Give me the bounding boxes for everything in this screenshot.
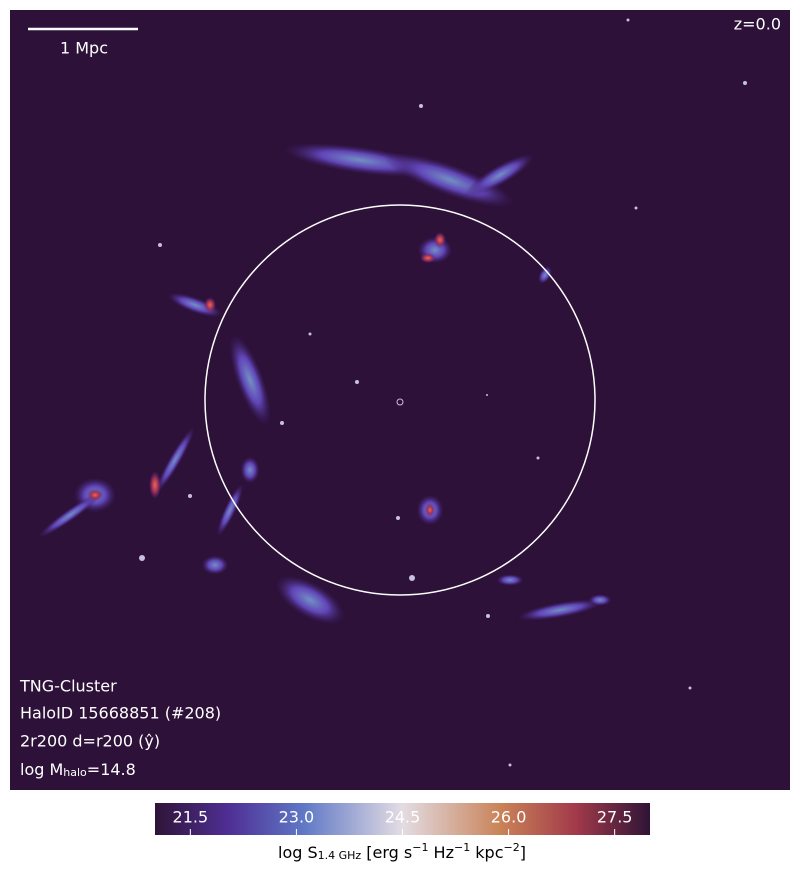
- bright-spots: [87, 232, 446, 517]
- label-part: −1: [412, 841, 428, 854]
- label-part: 1.4 GHz: [318, 849, 362, 862]
- label-part: kpc: [470, 843, 503, 862]
- point-sources: [139, 18, 747, 767]
- label-part: Hz: [428, 843, 454, 862]
- halo-label: HaloID 15668851 (#208): [20, 704, 221, 723]
- colorbar-tick-label: 23.0: [279, 808, 315, 827]
- view-label: 2r200 d=r200 (ŷ): [20, 732, 160, 751]
- redshift-label: z=0.0: [734, 15, 781, 34]
- label-part: halo: [63, 766, 87, 779]
- label-part: ]: [520, 843, 526, 862]
- colorbar-tick-label: 24.5: [385, 808, 421, 827]
- label-part: =14.8: [87, 760, 136, 779]
- scale-bar-label: 1 Mpc: [60, 39, 108, 58]
- mass-label: log Mhalo=14.8: [20, 760, 136, 780]
- colorbar-tick-label: 26.0: [491, 808, 527, 827]
- label-part: log M: [20, 760, 63, 779]
- colorbar: 21.5 23.0 24.5 26.0 27.5: [155, 803, 650, 835]
- colorbar-label: log S1.4 GHz [erg s−1 Hz−1 kpc−2]: [278, 841, 526, 862]
- r200-circle: [204, 204, 596, 596]
- colorbar-tick-label: 21.5: [173, 808, 209, 827]
- map-background: [10, 10, 790, 790]
- map: 1 Mpc z=0.0 TNG-Cluster HaloID 15668851 …: [10, 10, 790, 790]
- colorbar-tick-label: 27.5: [597, 808, 633, 827]
- label-part: log S: [278, 843, 318, 862]
- label-part: −1: [454, 841, 470, 854]
- label-part: [erg s: [361, 843, 412, 862]
- simulation-label: TNG-Cluster: [19, 677, 117, 696]
- label-part: −2: [504, 841, 520, 854]
